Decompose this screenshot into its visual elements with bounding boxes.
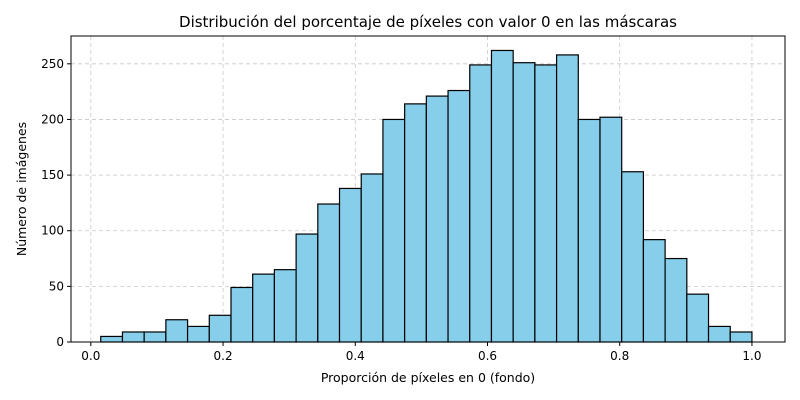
histogram-bar — [100, 335, 124, 343]
y-tick-label: 50 — [49, 279, 64, 293]
histogram-bar — [317, 203, 341, 343]
y-tick-label: 100 — [41, 224, 64, 238]
histogram-bar — [165, 319, 189, 343]
histogram-bar — [534, 64, 558, 343]
histogram-bar — [360, 173, 384, 343]
histogram-bar — [577, 118, 601, 343]
histogram-bar — [664, 257, 688, 343]
x-axis-label: Proporción de píxeles en 0 (fondo) — [321, 370, 535, 385]
x-tick-label: 0.8 — [610, 349, 629, 363]
histogram-bar — [121, 331, 145, 343]
histogram-bar — [707, 325, 731, 343]
y-axis-label: Número de imágenes — [14, 122, 29, 256]
histogram-bar — [599, 116, 623, 343]
y-tick-label: 0 — [56, 335, 64, 349]
y-tick-label: 250 — [41, 57, 64, 71]
bars — [100, 49, 753, 343]
x-tick-label: 0.0 — [81, 349, 100, 363]
histogram-bar — [230, 286, 254, 343]
histogram-bar — [252, 273, 276, 343]
x-axis-ticks: 0.0 0.2 0.4 0.6 0.8 1.0 — [81, 342, 761, 363]
histogram-bar — [621, 171, 645, 343]
histogram-bar — [425, 95, 449, 343]
x-tick-label: 0.4 — [346, 349, 365, 363]
histogram-bar — [208, 314, 232, 343]
histogram-bar — [404, 103, 427, 343]
histogram-bar — [512, 62, 536, 343]
x-tick-label: 1.0 — [742, 349, 761, 363]
histogram-bar — [273, 269, 297, 343]
histogram-bar — [642, 239, 666, 343]
y-axis-ticks: 0 50 100 150 200 250 — [41, 57, 71, 349]
y-tick-label: 200 — [41, 112, 64, 126]
histogram-bar — [338, 187, 362, 343]
histogram-bar — [295, 233, 319, 343]
histogram-bar — [469, 64, 493, 343]
histogram-bar — [686, 293, 710, 343]
x-tick-label: 0.6 — [478, 349, 497, 363]
histogram-bar — [555, 54, 579, 343]
histogram-bar — [382, 118, 406, 343]
histogram-bar — [447, 89, 471, 343]
histogram-bar — [143, 331, 167, 343]
histogram-bar — [490, 49, 514, 343]
histogram-bar — [729, 331, 753, 343]
chart-title: Distribución del porcentaje de píxeles c… — [179, 13, 677, 31]
x-tick-label: 0.2 — [214, 349, 233, 363]
plot-frame — [70, 35, 786, 343]
histogram-bar — [186, 325, 210, 343]
y-tick-label: 150 — [41, 168, 64, 182]
